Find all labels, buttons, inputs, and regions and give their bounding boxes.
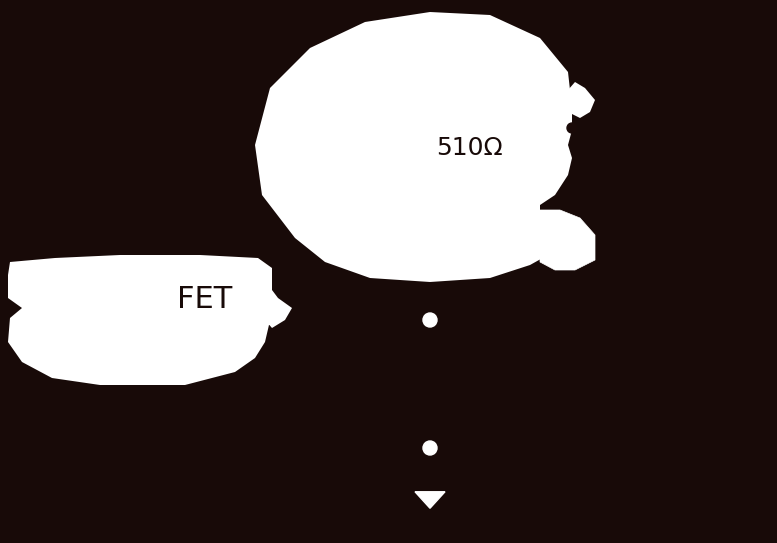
Circle shape (567, 123, 577, 133)
Polygon shape (540, 210, 595, 270)
Polygon shape (255, 12, 572, 282)
Circle shape (423, 441, 437, 455)
Polygon shape (415, 492, 445, 508)
Text: 510Ω: 510Ω (437, 136, 503, 160)
Polygon shape (8, 255, 292, 385)
Text: FET: FET (177, 286, 232, 314)
Polygon shape (568, 82, 595, 118)
Circle shape (423, 313, 437, 327)
